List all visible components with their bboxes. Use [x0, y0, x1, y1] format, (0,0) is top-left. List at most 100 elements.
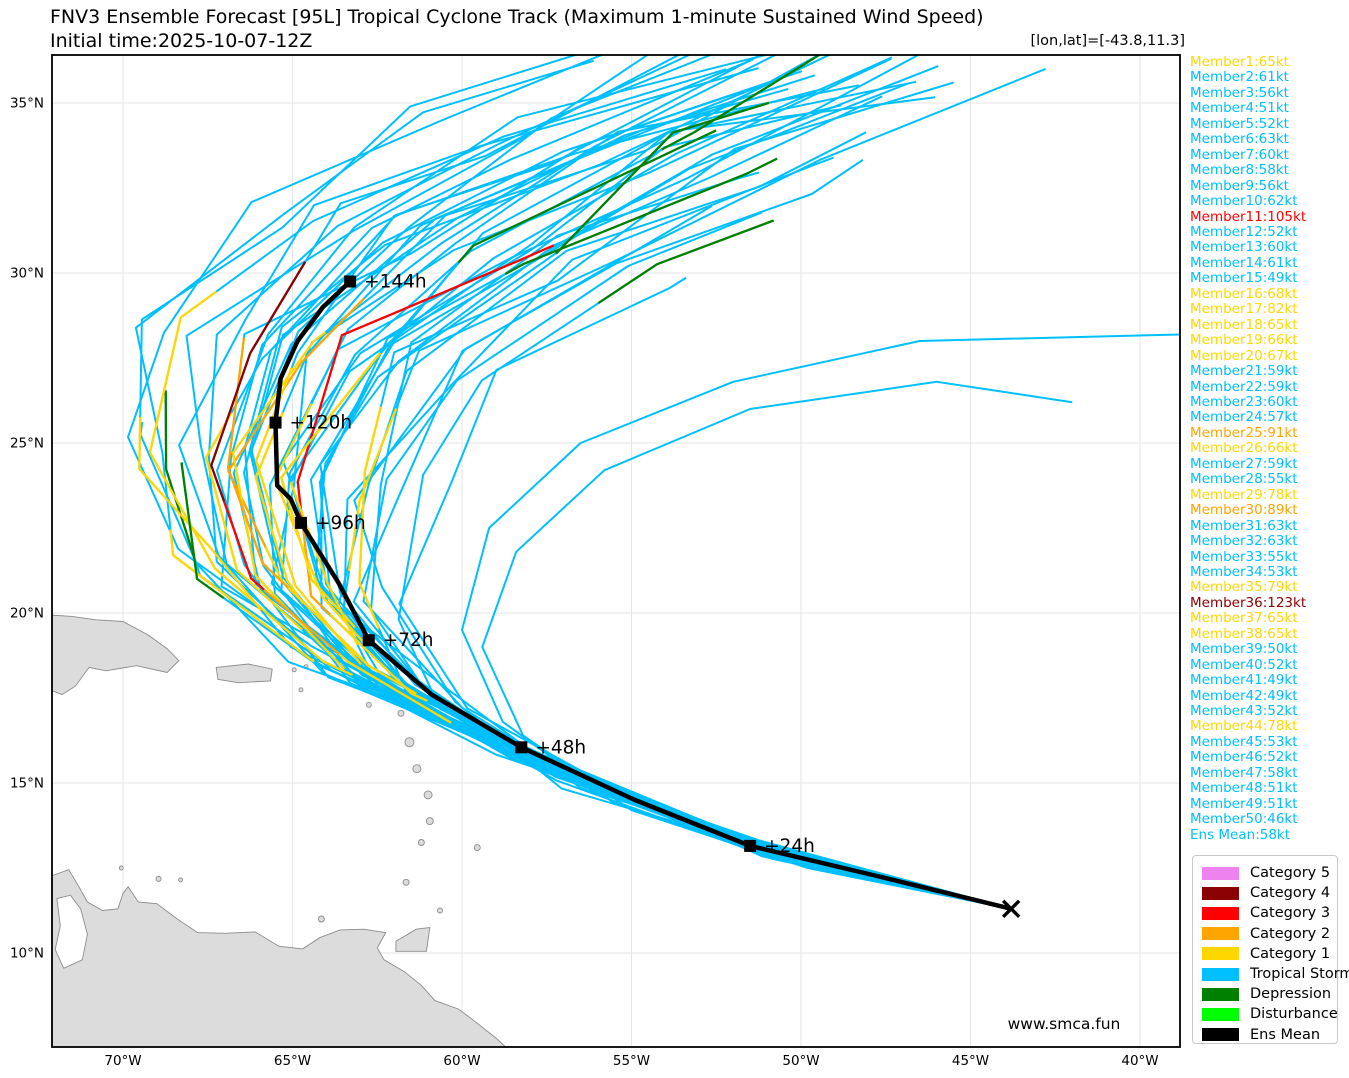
member-intensity-row: Member5:52kt [1190, 115, 1289, 132]
member-track [232, 75, 1012, 910]
member-intensity-row: Member19:66kt [1190, 332, 1298, 349]
x-tick-label: 60°W [443, 1053, 480, 1069]
lake-maracaibo [54, 894, 88, 969]
island [291, 667, 297, 673]
member-track [353, 158, 1012, 910]
member-track-intensity-segment [205, 412, 303, 631]
forecast-hour-label: +48h [535, 737, 586, 758]
page-title: FNV3 Ensemble Forecast [95L] Tropical Cy… [50, 6, 984, 28]
ensemble-mean-track [269, 275, 1021, 919]
member-intensity-row: Ens Mean:58kt [1190, 826, 1291, 843]
member-intensity-row: Member46:52kt [1190, 749, 1298, 766]
member-intensity-row: Member44:78kt [1190, 718, 1298, 735]
legend-item: Category 3 [1202, 903, 1337, 923]
member-track [358, 81, 1012, 910]
member-intensity-row: Member12:52kt [1190, 223, 1298, 240]
member-track [282, 104, 1012, 910]
member-track-intensity-segment [227, 297, 366, 548]
legend-swatch [1202, 1007, 1239, 1021]
member-track-intensity-segment [254, 411, 305, 605]
member-track [210, 55, 1012, 910]
axis-tick-labels: 70°W 65°W 60°W 55°W 50°W 45°W 40°W 10°N 15°N 20°N… [10, 96, 1159, 1070]
member-track [289, 129, 1012, 910]
legend-swatch [1202, 886, 1239, 900]
member-track-intensity-segment [169, 529, 315, 663]
island [118, 865, 124, 871]
member-intensity-row: Member45:53kt [1190, 733, 1298, 750]
x-tick-label: 50°W [782, 1053, 819, 1069]
member-intensity-row: Member13:60kt [1190, 239, 1298, 256]
member-track-intensity-segment [287, 586, 417, 695]
member-intensity-row: Member21:59kt [1190, 363, 1298, 380]
member-intensity-row: Member33:55kt [1190, 548, 1298, 565]
island [298, 687, 304, 693]
y-tick-label: 25°N [10, 436, 44, 452]
member-track-intensity-segment [164, 390, 196, 559]
legend-item: Category 1 [1202, 944, 1337, 964]
member-intensity-row: Member4:51kt [1190, 100, 1289, 117]
member-track [290, 96, 1012, 910]
member-intensity-row: Member23:60kt [1190, 393, 1298, 410]
forecast-hour-label: +72h [383, 630, 434, 651]
member-intensity-row: Member29:78kt [1190, 486, 1298, 503]
member-intensity-row: Member28:55kt [1190, 471, 1298, 488]
member-track-intensity-segment [329, 613, 428, 702]
legend-label: Tropical Storm [1250, 966, 1349, 983]
legend-swatch [1202, 967, 1239, 981]
legend-label: Category 1 [1250, 945, 1331, 962]
ensemble-tracks [127, 55, 1180, 910]
member-intensity-row: Member41:49kt [1190, 672, 1298, 689]
island [317, 915, 325, 923]
legend-label: Ens Mean [1250, 1026, 1321, 1043]
plot-frame [51, 54, 1181, 1048]
member-intensity-row: Member8:58kt [1190, 162, 1289, 179]
member-intensity-row: Member20:67kt [1190, 347, 1298, 364]
member-track [398, 276, 1012, 910]
member-intensity-row: Member38:65kt [1190, 625, 1298, 642]
member-intensity-row: Member22:59kt [1190, 378, 1298, 395]
legend-item: Ens Mean [1202, 1025, 1337, 1045]
member-intensity-row: Member18:65kt [1190, 316, 1298, 333]
land-hispaniola [52, 614, 180, 696]
x-tick-label: 40°W [1121, 1053, 1158, 1069]
member-intensity-row: Member31:63kt [1190, 517, 1298, 534]
member-track-intensity-segment [263, 588, 340, 655]
member-track-intensity-segment [138, 417, 262, 611]
land-puerto-rico [215, 663, 273, 684]
watermark: www.smca.fun [1008, 1015, 1121, 1033]
member-intensity-row: Member3:56kt [1190, 84, 1289, 101]
member-track-intensity-segment [661, 55, 822, 151]
legend-label: Disturbance [1250, 1006, 1338, 1023]
legend-label: Category 5 [1250, 865, 1331, 882]
legend-item: Disturbance [1202, 1004, 1338, 1024]
legend-swatch [1202, 927, 1239, 941]
member-intensity-row: Member49:51kt [1190, 795, 1298, 812]
mean-track-marker [362, 634, 375, 647]
member-track-intensity-segment [597, 219, 775, 305]
legend-label: Category 2 [1250, 925, 1331, 942]
x-tick-label: 65°W [274, 1053, 311, 1069]
member-intensity-row: Member30:89kt [1190, 502, 1298, 519]
y-tick-label: 10°N [10, 946, 44, 962]
member-intensity-row: Member43:52kt [1190, 703, 1298, 720]
island [178, 877, 184, 883]
member-intensity-row: Member32:63kt [1190, 533, 1298, 550]
legend-item: Tropical Storm [1202, 964, 1349, 984]
legend-label: Category 4 [1250, 885, 1331, 902]
member-intensity-row: Member10:62kt [1190, 193, 1298, 210]
member-track-intensity-segment [210, 261, 307, 502]
member-intensity-row: Member16:68kt [1190, 285, 1298, 302]
member-intensity-row: Member37:65kt [1190, 610, 1298, 627]
member-track [336, 131, 1012, 910]
island [404, 737, 415, 748]
mean-track-line [273, 279, 1012, 911]
member-track [296, 95, 1012, 910]
member-intensity-row: Member27:59kt [1190, 455, 1298, 472]
genesis-x-marker [1001, 899, 1021, 919]
member-intensity-row: Member6:63kt [1190, 131, 1289, 148]
member-track-intensity-segment [180, 462, 225, 599]
member-track [461, 333, 1180, 910]
gridlines [52, 55, 1180, 1047]
member-track-intensity-segment [457, 129, 717, 264]
